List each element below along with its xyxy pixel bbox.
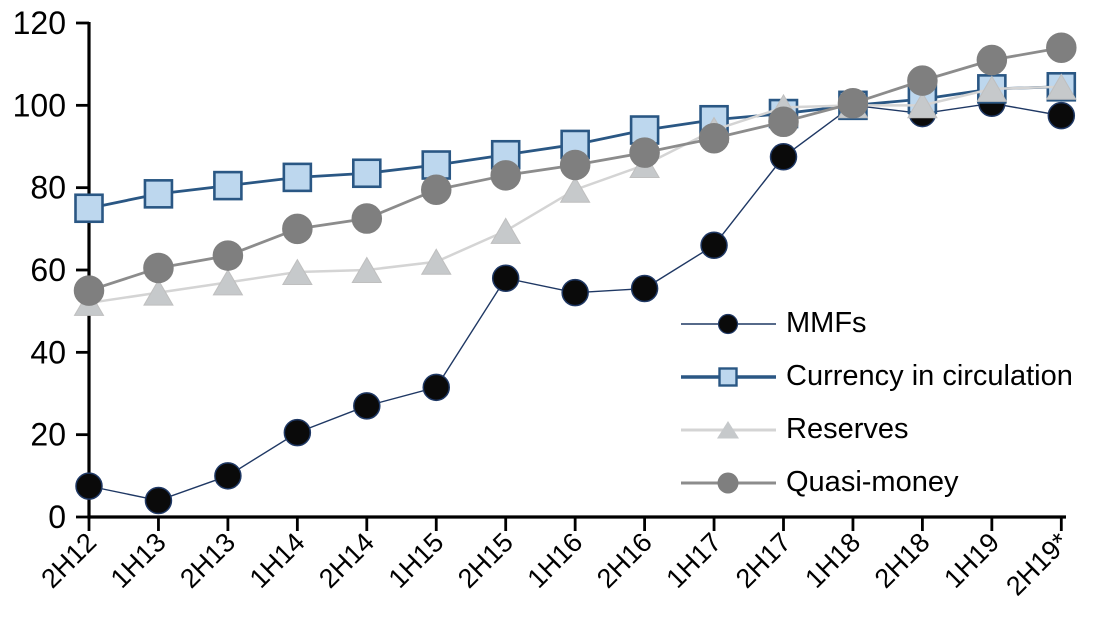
y-tick-label: 80 <box>30 170 66 206</box>
legend-item: Reserves <box>681 403 1073 456</box>
x-tick-label: 1H17 <box>660 527 727 594</box>
legend-item: Quasi-money <box>681 456 1073 509</box>
legend-circle-swatch <box>681 313 776 334</box>
data-point-triangle <box>212 268 244 296</box>
data-point-circle <box>769 143 798 171</box>
data-point-circle <box>907 65 938 96</box>
data-point-triangle <box>490 217 522 244</box>
x-tick-label: 2H19* <box>1000 527 1075 602</box>
data-point-circle <box>700 231 728 260</box>
data-point-square <box>282 162 313 193</box>
data-point-circle <box>282 213 313 245</box>
y-tick-label: 0 <box>48 499 66 535</box>
y-tick-label: 60 <box>30 252 66 288</box>
x-tick-label: 1H14 <box>244 527 311 594</box>
legend-item: MMFs <box>681 297 1073 350</box>
data-point-circle <box>976 44 1008 76</box>
data-point-circle <box>75 472 103 500</box>
data-point-circle <box>73 275 105 306</box>
legend-item: Currency in circulation <box>681 350 1073 403</box>
data-point-circle <box>561 278 589 307</box>
data-point-triangle <box>281 258 313 286</box>
legend-label: Reserves <box>786 413 909 445</box>
data-point-circle <box>491 264 520 292</box>
legend-circle-swatch <box>681 472 776 493</box>
x-tick-label: 1H18 <box>799 527 866 594</box>
chart-legend: MMFs Currency in circulation Reserves Quasi… <box>681 297 1073 509</box>
x-tick-label: 2H15 <box>452 527 519 594</box>
data-point-square <box>143 179 174 209</box>
data-point-circle <box>283 418 312 447</box>
data-point-triangle <box>143 279 174 306</box>
x-tick-label: 1H16 <box>522 527 589 594</box>
data-point-square <box>421 150 452 180</box>
data-point-circle <box>351 203 383 234</box>
data-point-square <box>213 170 243 201</box>
data-point-circle <box>698 123 730 154</box>
legend-triangle-swatch <box>681 420 776 438</box>
y-tick-label: 100 <box>13 87 66 123</box>
x-tick-label: 2H18 <box>869 527 936 594</box>
series-quasi-money <box>73 32 1077 306</box>
legend-label: MMFs <box>786 307 867 339</box>
data-point-circle <box>490 160 521 191</box>
x-tick-label: 2H17 <box>730 527 797 594</box>
data-point-triangle <box>351 256 383 283</box>
x-tick-label: 1H13 <box>105 527 172 594</box>
data-point-circle <box>353 392 381 420</box>
data-point-circle <box>629 137 660 168</box>
data-point-circle <box>1047 101 1076 130</box>
x-tick-label: 2H14 <box>313 527 380 594</box>
data-point-circle <box>630 274 659 303</box>
data-point-triangle <box>976 75 1008 102</box>
x-tick-label: 2H12 <box>35 527 102 594</box>
data-point-triangle <box>907 91 938 119</box>
data-point-square <box>74 193 104 224</box>
legend-label: Quasi-money <box>786 466 959 498</box>
data-point-circle <box>143 252 174 284</box>
data-point-circle <box>214 462 242 490</box>
data-point-circle <box>1046 32 1077 63</box>
y-tick-label: 40 <box>30 334 66 370</box>
x-tick-label: 1H15 <box>383 527 450 594</box>
data-point-square <box>351 158 382 189</box>
data-point-triangle <box>420 248 452 275</box>
data-point-circle <box>212 240 244 271</box>
x-tick-label: 2H16 <box>591 527 658 594</box>
data-point-circle <box>559 149 591 181</box>
x-tick-label: 2H13 <box>174 527 241 594</box>
data-point-circle <box>144 486 173 515</box>
y-tick-label: 20 <box>30 417 66 453</box>
data-point-triangle <box>1045 73 1077 100</box>
data-point-circle <box>837 88 869 119</box>
data-point-triangle <box>559 176 591 203</box>
data-point-circle <box>422 373 450 402</box>
x-tick-label: 1H19 <box>938 527 1005 594</box>
legend-label: Currency in circulation <box>786 360 1073 392</box>
data-point-circle <box>421 174 452 205</box>
data-point-circle <box>768 106 799 138</box>
legend-square-swatch <box>681 366 776 387</box>
y-tick-label: 120 <box>13 5 66 41</box>
